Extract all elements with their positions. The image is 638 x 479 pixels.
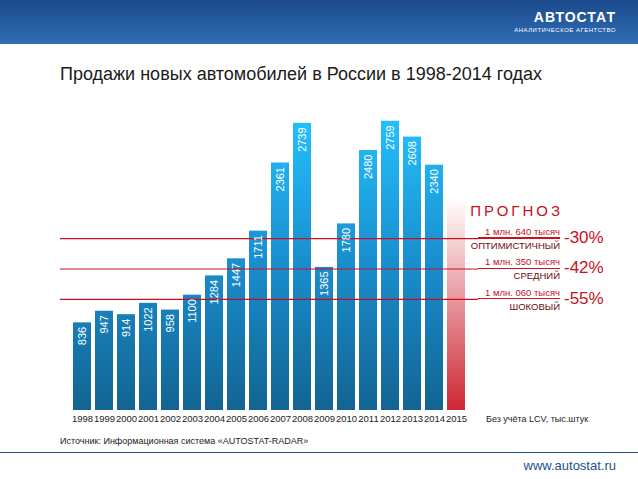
svg-text:1284: 1284 — [208, 280, 220, 304]
svg-text:2014: 2014 — [424, 413, 445, 424]
svg-text:2739: 2739 — [296, 127, 308, 151]
svg-text:2015: 2015 — [446, 413, 467, 424]
svg-text:2012: 2012 — [380, 413, 401, 424]
svg-text:836: 836 — [76, 327, 88, 345]
svg-text:2361: 2361 — [274, 167, 286, 191]
html-text:Источник: Информационная систе: Источник: Информационная система «AUTOST… — [60, 436, 309, 446]
svg-text:2004: 2004 — [204, 413, 225, 424]
html-text:1 млн. 350 тысяч: 1 млн. 350 тысяч — [485, 256, 560, 268]
html-text:1 млн. 640 тысяч: 1 млн. 640 тысяч — [485, 226, 560, 238]
svg-text:2480: 2480 — [362, 155, 374, 179]
svg-text:2011: 2011 — [358, 413, 378, 424]
svg-text:2007: 2007 — [270, 413, 291, 424]
svg-text:2005: 2005 — [226, 413, 247, 424]
svg-text:1711: 1711 — [252, 235, 264, 259]
html-text:ШОКОВЫЙ -55%: ШОКОВЫЙ -55% — [509, 288, 604, 312]
svg-text:2001: 2001 — [138, 413, 159, 424]
html-text:АНАЛИТИЧЕСКОЕ АГЕНТСТВО: АНАЛИТИЧЕСКОЕ АГЕНТСТВО — [514, 27, 616, 33]
html-text:АВТОСТАТ: АВТОСТАТ — [533, 9, 616, 25]
svg-text:947: 947 — [98, 315, 110, 333]
svg-text:1100: 1100 — [186, 299, 198, 323]
svg-text:1999: 1999 — [94, 413, 115, 424]
svg-text:1780: 1780 — [340, 228, 352, 252]
svg-text:2009: 2009 — [314, 413, 335, 424]
svg-text:2008: 2008 — [292, 413, 313, 424]
svg-text:2002: 2002 — [160, 413, 181, 424]
html-text:ОПТИМИСТИЧНЫЙ -30%: ОПТИМИСТИЧНЫЙ -30% — [470, 228, 604, 252]
svg-text:2013: 2013 — [402, 413, 423, 424]
html-text:ПРОГНОЗ: ПРОГНОЗ — [470, 202, 563, 220]
svg-text:2000: 2000 — [116, 413, 137, 424]
svg-text:914: 914 — [120, 319, 132, 337]
svg-text:2608: 2608 — [406, 141, 418, 165]
svg-text:2759: 2759 — [384, 125, 396, 149]
html-text:СРЕДНИЙ -42%: СРЕДНИЙ -42% — [513, 258, 604, 282]
svg-text:958: 958 — [164, 314, 176, 332]
svg-text:2006: 2006 — [248, 413, 269, 424]
svg-text:1022: 1022 — [142, 307, 154, 331]
svg-text:1447: 1447 — [230, 263, 242, 287]
svg-text:1365: 1365 — [318, 271, 330, 295]
html-text:www.autostat.ru: www.autostat.ru — [523, 458, 616, 473]
svg-text:2003: 2003 — [182, 413, 203, 424]
html-text:Продажи новых автомобилей в Ро: Продажи новых автомобилей в России в 199… — [60, 64, 542, 84]
html-text:1 млн. 060 тысяч: 1 млн. 060 тысяч — [485, 286, 560, 298]
html-text:Без учёта LCV, тыс.штук: Без учёта LCV, тыс.штук — [486, 414, 589, 424]
svg-text:2010: 2010 — [336, 413, 357, 424]
svg-text:1998: 1998 — [72, 413, 93, 424]
svg-text:2340: 2340 — [428, 169, 440, 193]
